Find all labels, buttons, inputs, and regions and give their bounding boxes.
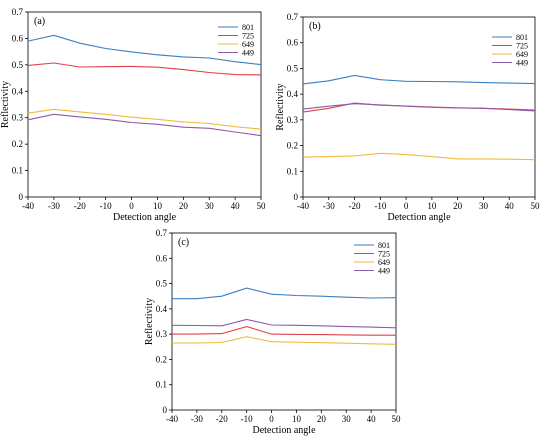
x-tick-label: -40	[297, 201, 309, 211]
chart-panel-a: -40 -30 -20 -10 0 10 20 30 40 50 0 0.1 0.2 0.3 0.4 0.5 0…	[0, 7, 266, 223]
x-tick-label: 40	[505, 201, 515, 211]
legend-label-725: 725	[516, 42, 528, 51]
x-tick-label: -20	[349, 201, 361, 211]
y-axis-label: Reflectivity	[0, 81, 11, 128]
y-tick-label: 0.7	[156, 228, 168, 238]
legend-label-725: 725	[378, 250, 390, 259]
x-tick-label: -10	[374, 201, 386, 211]
y-tick-label: 0.6	[156, 253, 168, 263]
legend-label-725: 725	[242, 32, 254, 41]
legend-label-449: 449	[378, 267, 390, 276]
series-line-449	[302, 103, 536, 112]
series-line-725	[302, 102, 536, 113]
x-axis-label: Detection angle	[387, 212, 451, 223]
panel-label: (c)	[178, 237, 189, 248]
y-tick-label: 0.7	[12, 7, 24, 17]
y-axis-label: Reflectivity	[144, 298, 155, 345]
plot-frame	[302, 16, 536, 198]
y-tick-label: 0	[294, 192, 299, 202]
y-tick-label: 0.7	[287, 12, 299, 22]
y-tick-label: 0.6	[12, 33, 24, 43]
x-tick-label: 40	[367, 414, 377, 424]
y-tick-label: 0.6	[287, 38, 299, 48]
series-line-449	[27, 113, 262, 137]
x-tick-label: 20	[453, 201, 463, 211]
x-tick-label: -20	[216, 414, 228, 424]
x-tick-label: 0	[129, 201, 134, 211]
y-tick-label: 0.5	[287, 63, 299, 73]
x-tick-label: 0	[404, 201, 409, 211]
plot-frame	[171, 232, 397, 411]
series-line-725	[27, 62, 262, 76]
y-tick-label: 0.2	[156, 354, 167, 364]
y-tick-label: 0.2	[12, 139, 23, 149]
series-line-801	[172, 287, 397, 300]
y-tick-label: 0	[163, 405, 168, 415]
y-tick-label: 0.1	[156, 380, 167, 390]
y-tick-label: 0.1	[287, 166, 298, 176]
y-axis-label: Reflectivity	[275, 83, 286, 130]
y-tick-label: 0.4	[287, 89, 299, 99]
legend-label-649: 649	[378, 258, 390, 267]
x-tick-label: 10	[153, 201, 163, 211]
x-tick-label: -30	[191, 414, 203, 424]
x-tick-label: 30	[479, 201, 489, 211]
x-tick-label: 30	[205, 201, 215, 211]
x-tick-label: -30	[323, 201, 335, 211]
y-tick-label: 0.3	[12, 113, 24, 123]
x-tick-label: 10	[292, 414, 302, 424]
panel-label: (b)	[309, 21, 321, 32]
x-tick-label: -40	[166, 414, 178, 424]
y-tick-label: 0.3	[156, 329, 168, 339]
x-tick-label: 50	[392, 414, 402, 424]
legend-label-649: 649	[242, 40, 254, 49]
x-tick-label: 30	[342, 414, 352, 424]
legend-label-649: 649	[516, 50, 528, 59]
legend-label-801: 801	[516, 33, 528, 42]
series-line-449	[171, 318, 397, 329]
series-line-801	[302, 74, 536, 85]
plot-frame	[27, 11, 262, 198]
y-tick-label: 0.1	[12, 166, 23, 176]
legend-label-449: 449	[516, 59, 528, 68]
x-tick-label: -10	[241, 414, 253, 424]
x-tick-label: 0	[269, 414, 274, 424]
x-tick-label: 10	[427, 201, 437, 211]
y-tick-label: 0.4	[12, 86, 24, 96]
x-tick-label: 50	[531, 201, 541, 211]
x-tick-label: 40	[231, 201, 241, 211]
x-tick-label: -40	[22, 201, 34, 211]
series-line-649	[172, 336, 397, 345]
legend-label-801: 801	[242, 23, 254, 32]
panel-label: (a)	[34, 16, 45, 27]
legend-label-449: 449	[242, 49, 254, 58]
x-tick-label: -10	[100, 201, 112, 211]
y-tick-label: 0.5	[156, 279, 168, 289]
x-axis-label: Detection angle	[113, 212, 177, 223]
y-tick-label: 0.3	[287, 115, 299, 125]
chart-panel-b: -40 -30 -20 -10 0 10 20 30 40 50 0 0.1 0.2 0.3 0.4 0.5 0…	[275, 12, 540, 223]
series-line-649	[302, 152, 536, 161]
x-tick-label: 20	[317, 414, 327, 424]
series-line-725	[172, 326, 396, 336]
x-tick-label: 20	[179, 201, 189, 211]
series-line-649	[27, 108, 262, 130]
x-tick-label: -20	[74, 201, 86, 211]
x-tick-label: 50	[257, 201, 267, 211]
series-line-801	[27, 34, 262, 66]
x-tick-label: -30	[48, 201, 60, 211]
y-tick-label: 0.5	[12, 60, 24, 70]
chart-panel-c: -40 -30 -20 -10 0 10 20 30 40 50 0 0.1 0.2 0.3 0.4 0.5 0…	[144, 228, 401, 436]
y-tick-label: 0.2	[287, 141, 298, 151]
x-axis-label: Detection angle	[252, 425, 316, 436]
y-tick-label: 0	[19, 192, 24, 202]
y-tick-label: 0.4	[156, 304, 168, 314]
legend-label-801: 801	[378, 241, 390, 250]
